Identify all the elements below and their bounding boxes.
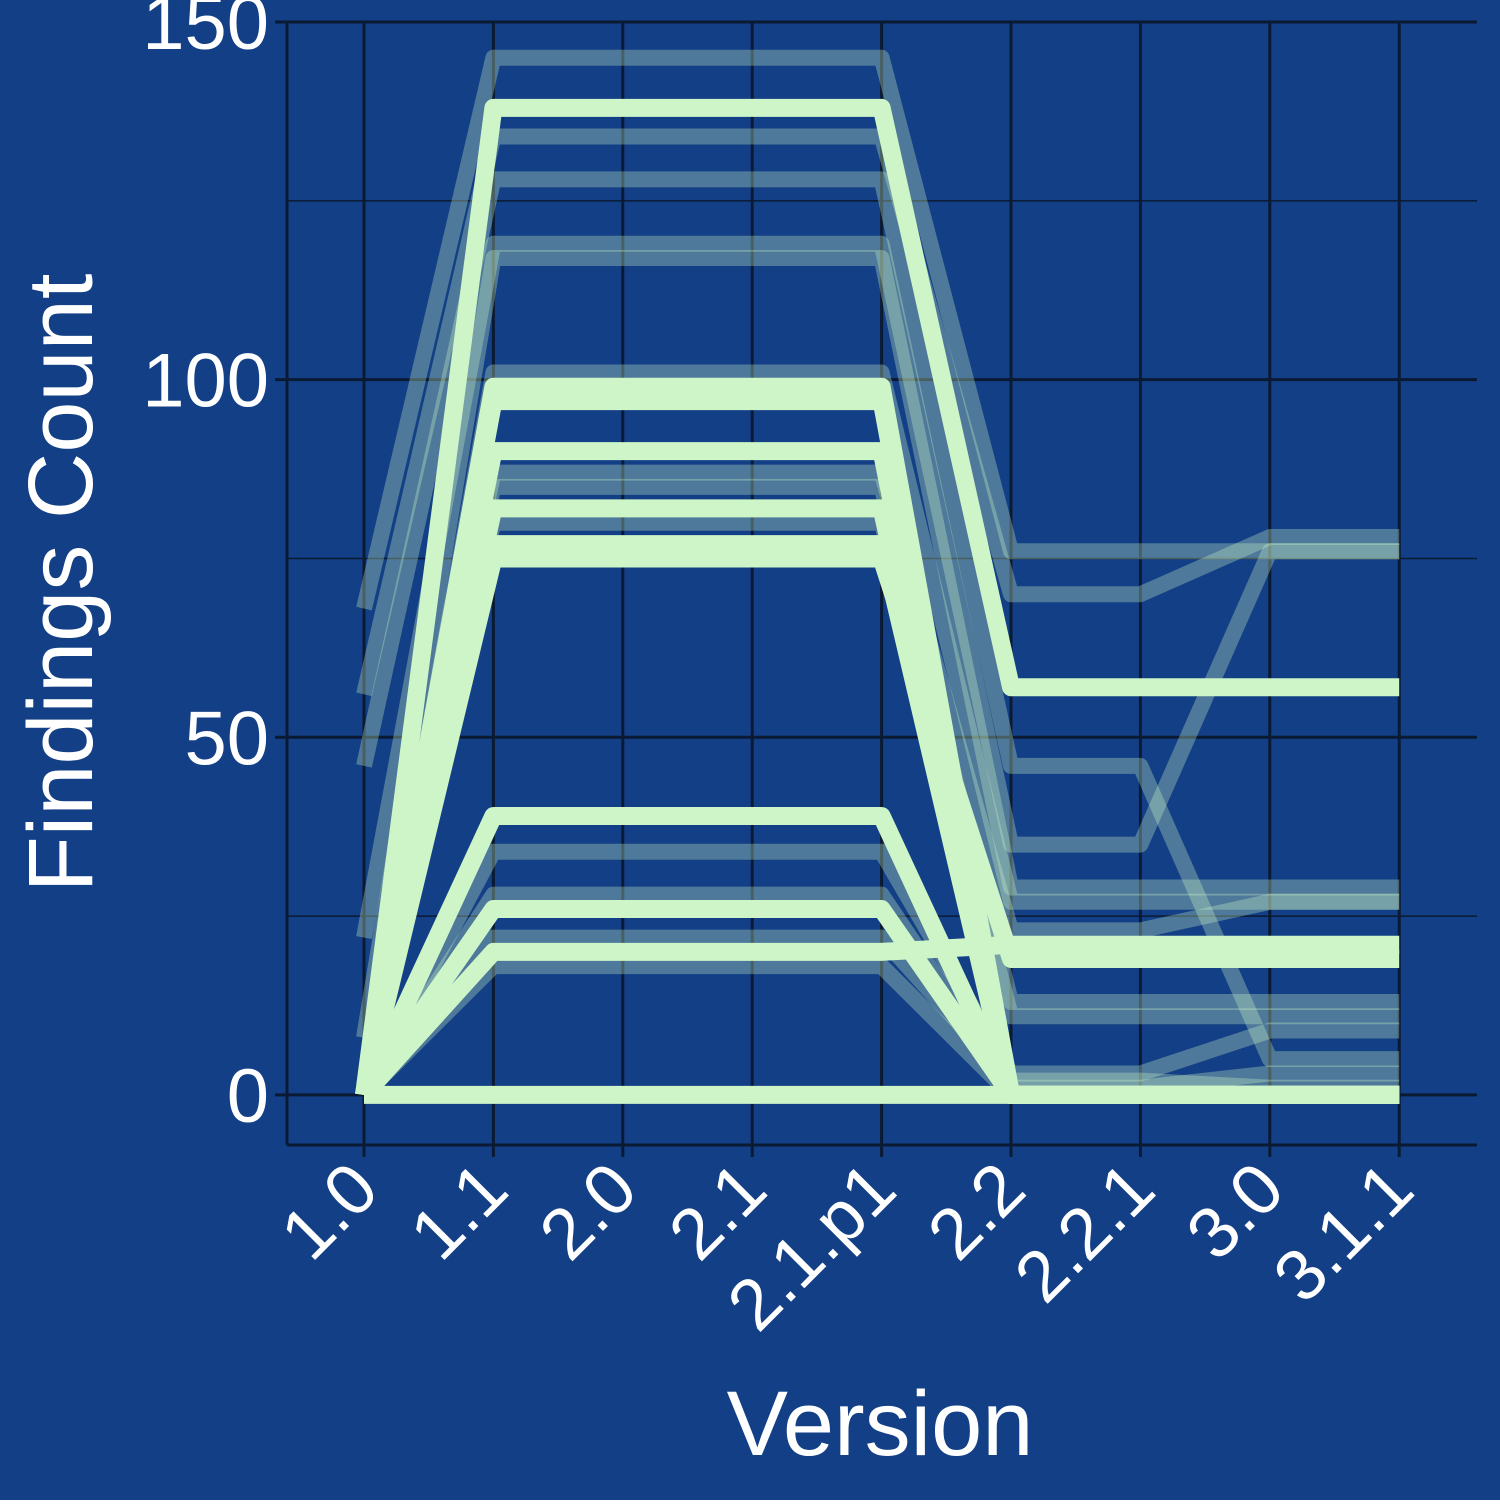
y-tick-label: 0	[227, 1054, 269, 1139]
series-line	[357, 935, 1400, 1101]
y-tick-labels: 0 50 100 150	[142, 0, 269, 1139]
series-line	[356, 843, 1400, 1099]
y-tick-label: 50	[184, 696, 269, 781]
series-line	[355, 549, 1400, 1098]
series-line	[356, 364, 1400, 1097]
y-tick-label: 100	[142, 339, 269, 424]
series-line	[356, 250, 1400, 1040]
series-line	[357, 886, 1400, 1100]
axes	[275, 20, 1477, 1157]
series-lines	[355, 49, 1400, 1104]
y-axis-title: Findings Count	[10, 274, 112, 893]
x-axis-title: Version	[727, 1373, 1034, 1475]
series-line	[356, 235, 1400, 940]
series-line	[356, 49, 1400, 611]
series-line	[355, 98, 1400, 1097]
series-line	[357, 929, 1400, 1101]
y-tick-label: 150	[142, 0, 269, 66]
